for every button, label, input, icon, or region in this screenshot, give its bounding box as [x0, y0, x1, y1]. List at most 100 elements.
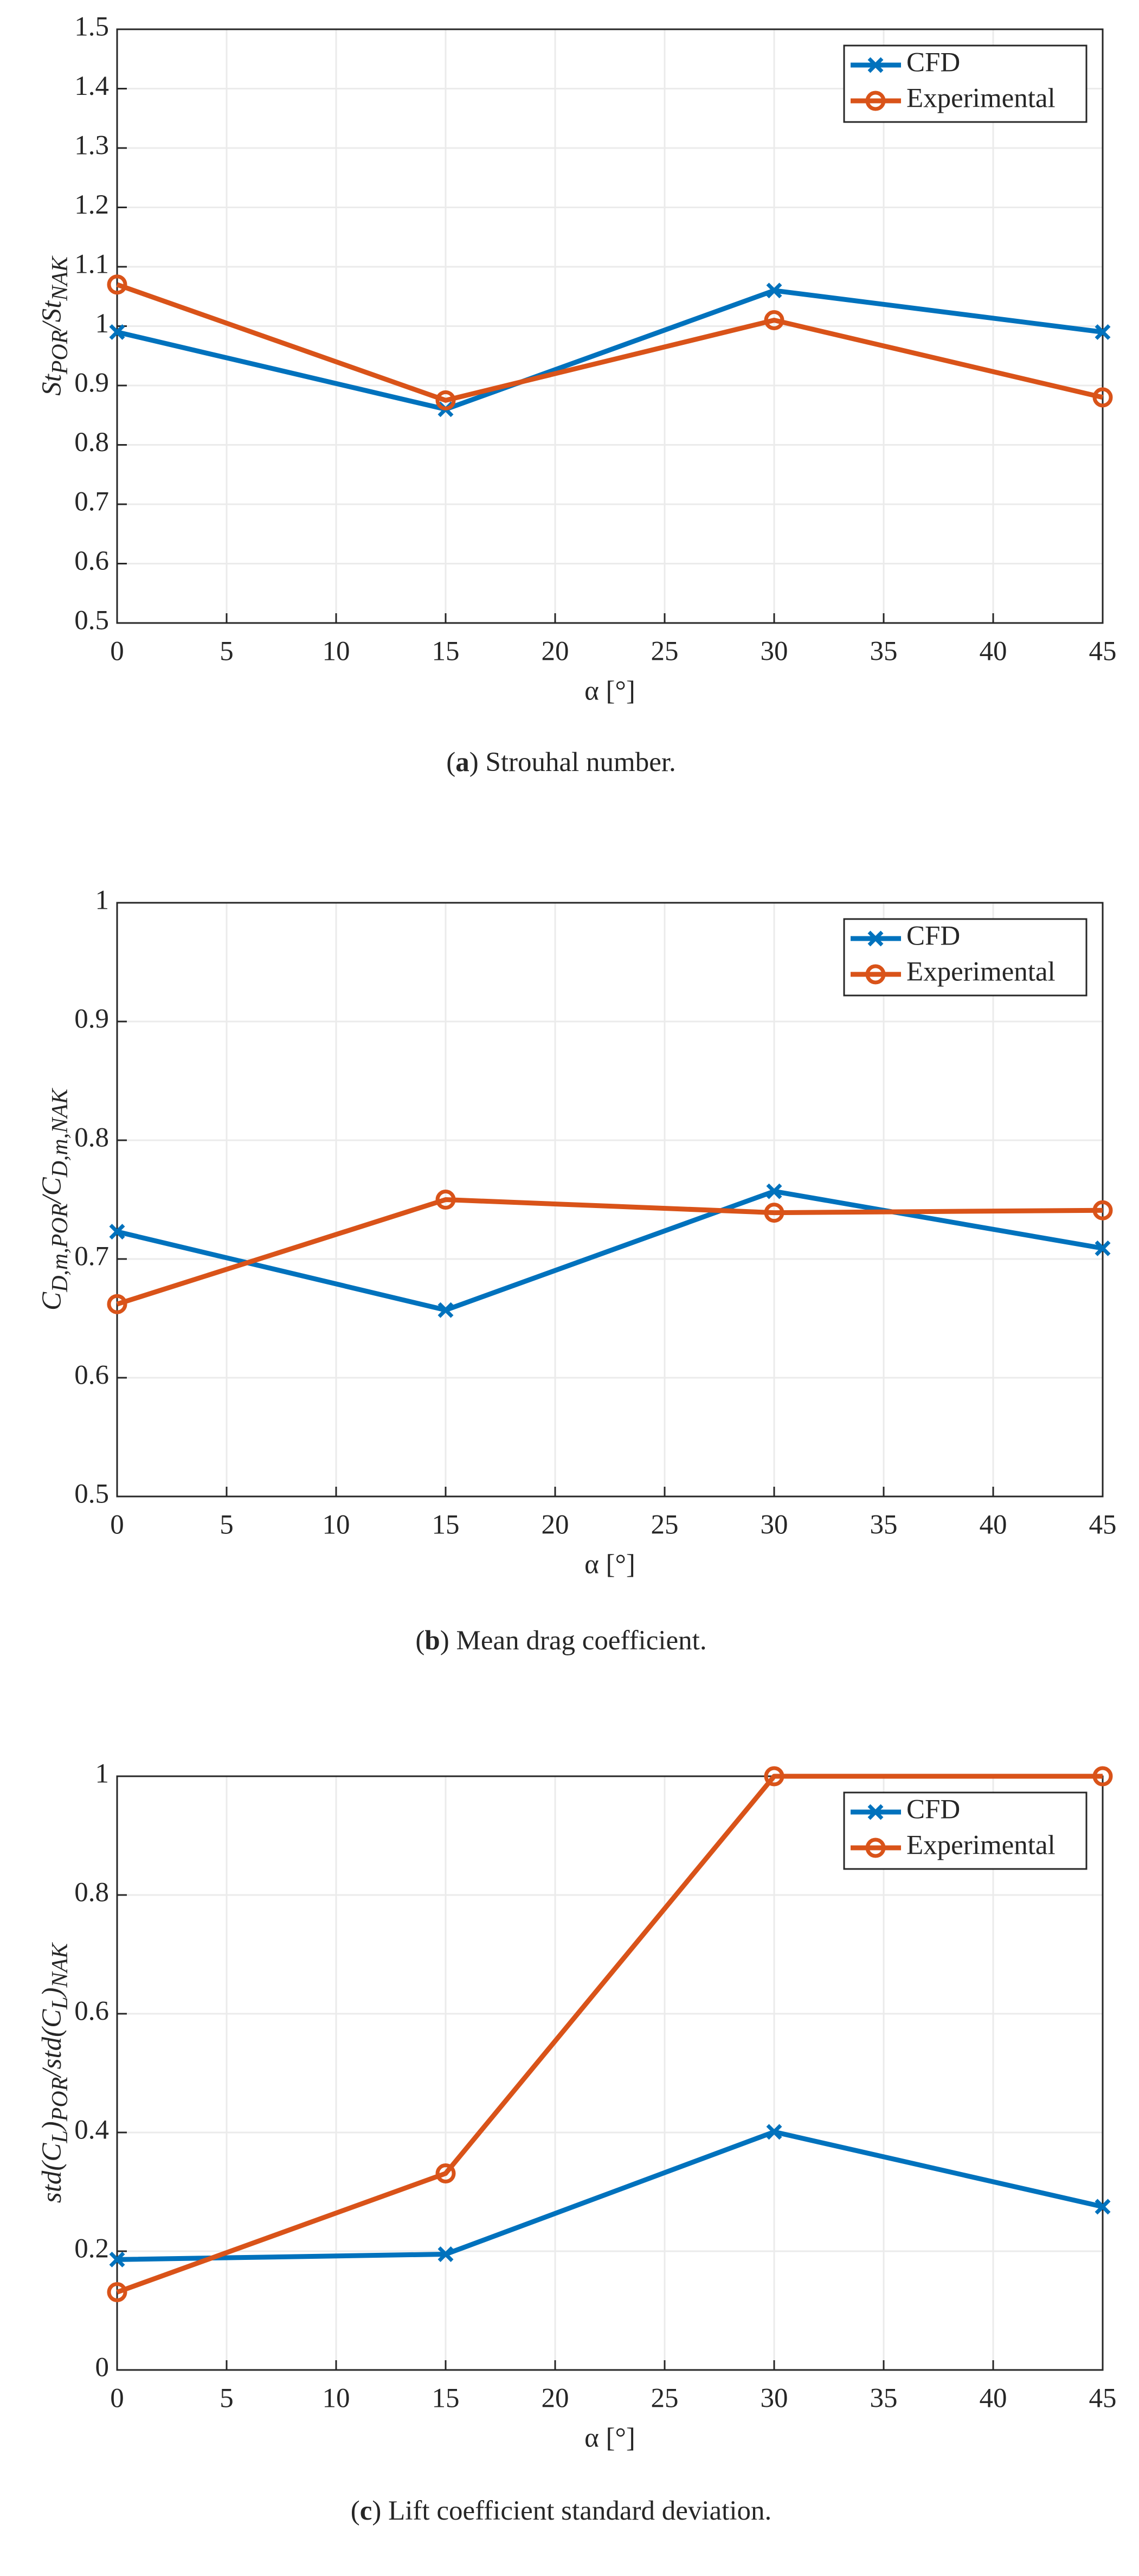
y-tick-label: 1 — [95, 1759, 110, 1789]
marker-x — [1095, 1240, 1111, 1256]
y-label-sub: L — [48, 2130, 73, 2143]
x-tick-label: 5 — [220, 2384, 234, 2414]
legend-label: CFD — [906, 921, 960, 952]
y-tick-label: 1.4 — [74, 71, 109, 101]
x-tick-label: 35 — [870, 637, 898, 667]
marker-x — [867, 1804, 884, 1820]
y-tick-label: 0.6 — [74, 1360, 109, 1391]
caption: (b) Mean drag coefficient. — [415, 1626, 706, 1656]
plot-area — [117, 903, 1103, 1496]
marker-x — [766, 2124, 782, 2140]
legend-label: Experimental — [906, 957, 1056, 987]
marker-x — [867, 57, 884, 73]
y-label-part: St — [37, 373, 67, 396]
caption: (a) Strouhal number. — [446, 747, 676, 778]
marker-circle — [107, 274, 127, 295]
marker-circle — [1092, 1200, 1113, 1220]
y-tick-label: 0.8 — [74, 1878, 109, 1908]
x-tick-label: 25 — [651, 1510, 679, 1540]
x-tick-label: 5 — [220, 637, 234, 667]
chart: 0 5 10 15 20 25 30 35 40 4500.20.40.60.81std(CL)P… — [37, 1759, 1117, 2526]
marker-circle — [764, 310, 784, 331]
y-label: StPOR/StNAK — [37, 255, 73, 396]
x-tick-label: 45 — [1089, 1510, 1117, 1540]
x-tick-label: 10 — [323, 637, 350, 667]
x-tick-label: 40 — [980, 1510, 1007, 1540]
marker-x — [867, 930, 884, 947]
x-label: α [°] — [584, 676, 635, 706]
x-tick-label: 25 — [651, 637, 679, 667]
y-label-part: std(C — [37, 2143, 67, 2204]
y-tick-label: 1.5 — [74, 12, 109, 42]
y-tick-label: 0.6 — [74, 1996, 109, 2027]
y-tick-label: 1 — [95, 885, 110, 916]
x-label: α [°] — [584, 1550, 635, 1580]
caption-part: ( — [415, 1626, 424, 1656]
marker-circle — [1092, 1766, 1113, 1787]
y-tick-label: 1.1 — [74, 249, 109, 280]
x-tick-label: 10 — [323, 2384, 350, 2414]
legend-box — [843, 918, 1087, 997]
marker-x — [109, 324, 125, 340]
caption-part: ( — [351, 2496, 360, 2526]
x-tick-label: 15 — [432, 2384, 460, 2414]
caption-part: a — [455, 747, 469, 778]
y-label-part: /C — [37, 1177, 67, 1205]
legend-label: Experimental — [906, 83, 1056, 114]
x-tick-label: 0 — [110, 2384, 124, 2414]
x-tick-label: 45 — [1089, 637, 1117, 667]
y-tick-label: 0.4 — [74, 2115, 109, 2145]
x-tick-label: 15 — [432, 637, 460, 667]
x-tick-label: 30 — [761, 2384, 788, 2414]
marker-x — [109, 2251, 125, 2267]
y-label-sub: NAK — [48, 255, 73, 301]
y-label-sub: L — [48, 1997, 73, 2010]
series-line — [116, 1189, 1103, 1313]
y-label-sub: POR — [48, 2077, 73, 2122]
y-tick-label: 0.7 — [74, 1242, 109, 1272]
caption-part: ) Strouhal number. — [469, 747, 676, 778]
y-tick-label: 0.6 — [74, 546, 109, 576]
x-tick-label: 0 — [110, 1510, 124, 1540]
x-tick-label: 15 — [432, 1510, 460, 1540]
marker-x — [766, 282, 782, 299]
y-tick-label: 0.5 — [74, 606, 109, 636]
marker-x — [437, 1302, 454, 1318]
caption-part: b — [424, 1626, 440, 1656]
marker-x — [109, 1224, 125, 1240]
marker-circle — [1092, 387, 1113, 408]
marker-circle — [107, 2282, 127, 2303]
y-tick-label: 0.8 — [74, 427, 109, 458]
marker-circle — [764, 1203, 784, 1223]
series-line — [116, 288, 1103, 412]
y-label-part: C — [37, 1292, 67, 1311]
marker-circle — [764, 1766, 784, 1787]
axes-box — [116, 902, 1104, 1498]
marker-x — [766, 1183, 782, 1199]
y-tick-label: 1 — [95, 309, 110, 339]
legend-label: CFD — [906, 48, 960, 78]
y-label-sub: POR — [48, 330, 73, 375]
series-line — [116, 1197, 1103, 1307]
marker-circle — [865, 91, 886, 111]
y-label-sub: D,m,NAK — [48, 1088, 73, 1178]
marker-x — [1095, 324, 1111, 340]
axes-box — [116, 28, 1104, 624]
legend-box — [843, 1791, 1087, 1870]
marker-circle — [435, 390, 456, 410]
x-tick-label: 45 — [1089, 2384, 1117, 2414]
x-tick-label: 20 — [542, 637, 569, 667]
marker-circle — [865, 1838, 886, 1858]
caption: (c) Lift coefficient standard deviation. — [351, 2496, 772, 2526]
marker-circle — [435, 2163, 456, 2184]
legend-label: Experimental — [906, 1830, 1056, 1861]
plot-area — [117, 1776, 1103, 2370]
y-label-sub: D,m,POR — [48, 1204, 73, 1293]
x-label: α [°] — [584, 2423, 635, 2453]
caption-part: ) Mean drag coefficient. — [440, 1626, 707, 1656]
y-tick-label: 0.9 — [74, 1004, 109, 1035]
y-label-part: /std(C — [37, 2009, 67, 2079]
y-label-sub: NAK — [48, 1942, 73, 1988]
caption-part: ) Lift coefficient standard deviation. — [372, 2496, 771, 2526]
